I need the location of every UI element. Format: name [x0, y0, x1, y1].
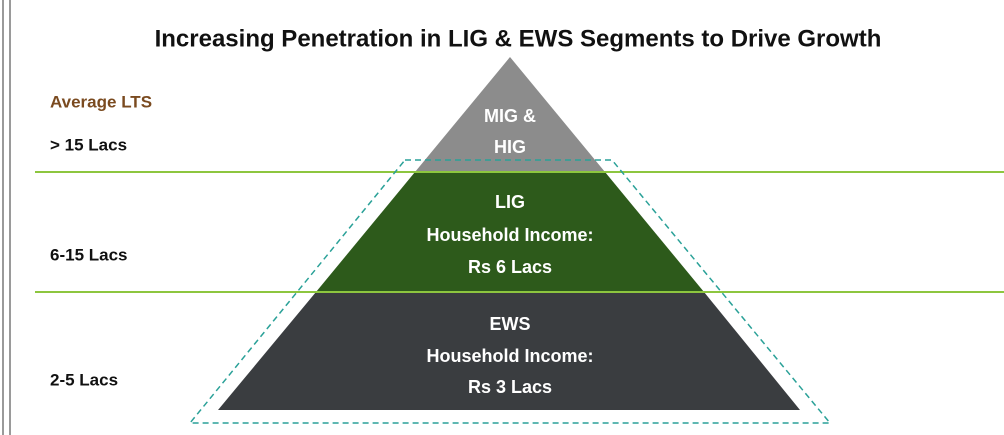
title: Increasing Penetration in LIG & EWS Segm… — [155, 25, 882, 52]
tier-middle — [316, 172, 704, 292]
tier-text: EWS — [489, 314, 530, 334]
tier-text: MIG & — [484, 106, 536, 126]
target-outline — [188, 159, 832, 424]
level-label: 6-15 Lacs — [50, 245, 128, 264]
tier-text: HIG — [494, 137, 526, 157]
level-label: 2-5 Lacs — [50, 370, 118, 389]
tier-text: Household Income: — [426, 225, 593, 245]
tier-top — [415, 57, 605, 172]
tier-bottom — [218, 292, 800, 410]
left-heading: Average LTS — [50, 92, 152, 111]
tier-text: LIG — [495, 192, 525, 212]
level-label: > 15 Lacs — [50, 135, 127, 154]
tier-text: Household Income: — [426, 346, 593, 366]
tier-text: Rs 3 Lacs — [468, 377, 552, 397]
tier-text: Rs 6 Lacs — [468, 257, 552, 277]
